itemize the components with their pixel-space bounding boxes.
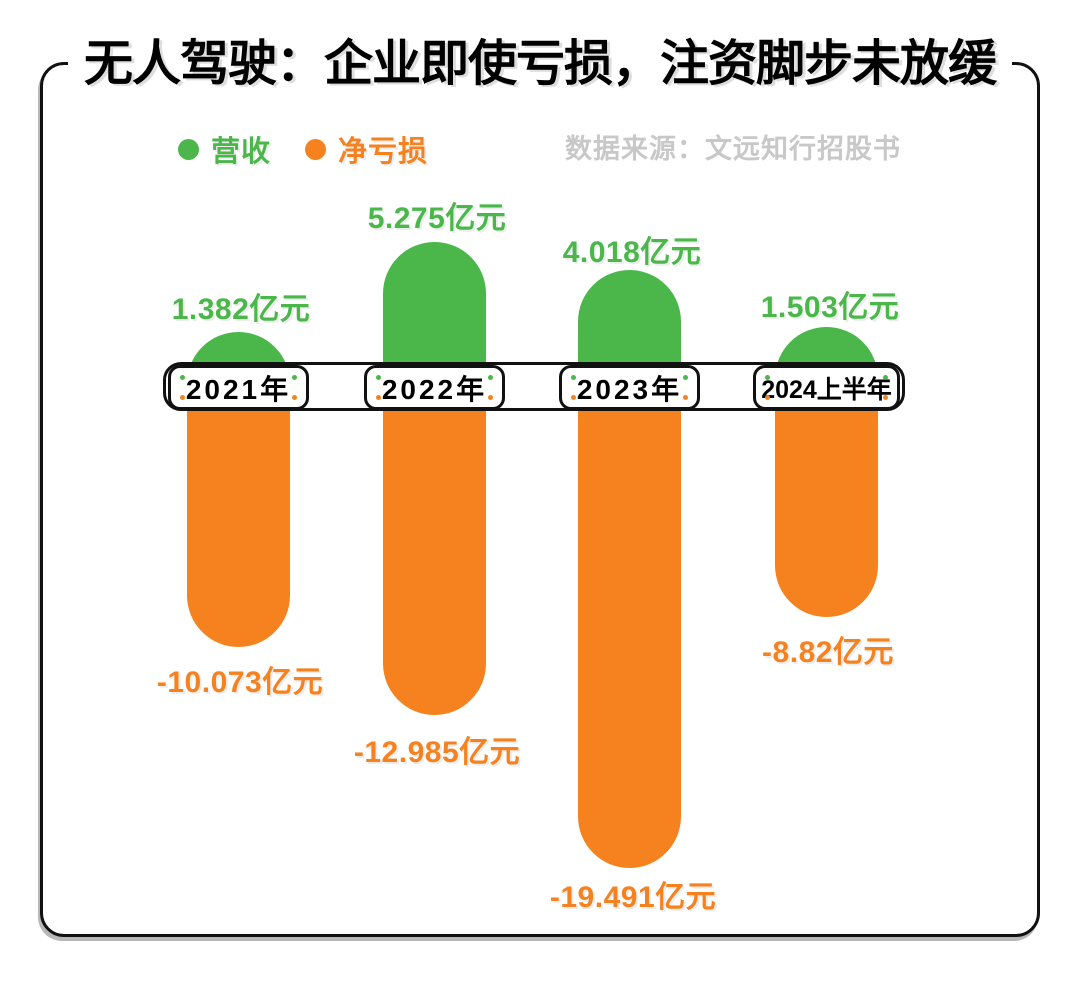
legend-item-revenue: 营收	[178, 128, 271, 170]
year-label-text: 2023年	[576, 373, 683, 405]
corner-dot-icon	[488, 375, 493, 380]
corner-dot-icon	[488, 395, 493, 400]
legend-loss-dot-icon	[305, 138, 327, 160]
corner-dot-icon	[571, 395, 576, 400]
corner-dot-icon	[683, 395, 688, 400]
corner-dot-icon	[765, 395, 770, 400]
loss-value-2024h1: -8.82亿元	[762, 636, 894, 669]
year-label-2024h1: 2024上半年	[753, 365, 900, 410]
corner-dot-icon	[683, 375, 688, 380]
corner-dot-icon	[376, 395, 381, 400]
loss-bar-2022	[383, 387, 486, 715]
year-label-2023: 2023年	[559, 365, 700, 410]
corner-dot-icon	[883, 375, 888, 380]
loss-bar-2021	[187, 387, 290, 647]
loss-value-2022: -12.985亿元	[353, 736, 521, 769]
corner-dot-icon	[571, 375, 576, 380]
legend-loss-label: 净亏损	[338, 136, 429, 168]
corner-dot-icon	[292, 395, 297, 400]
corner-dot-icon	[180, 375, 185, 380]
legend-revenue-label: 营收	[211, 136, 272, 168]
data-source-note: 数据来源：文远知行招股书	[565, 134, 901, 164]
legend-item-loss: 净亏损	[305, 128, 428, 170]
year-label-2022: 2022年	[364, 365, 505, 410]
revenue-value-2024h1: 1.503亿元	[760, 291, 900, 324]
year-label-text: 2024上半年	[761, 375, 892, 404]
revenue-value-2022: 5.275亿元	[367, 202, 507, 235]
corner-dot-icon	[292, 375, 297, 380]
corner-dot-icon	[180, 395, 185, 400]
chart-title: 无人驾驶：企业即使亏损，注资脚步未放缓	[67, 24, 1013, 95]
corner-dot-icon	[765, 375, 770, 380]
year-label-2021: 2021年	[168, 365, 309, 410]
loss-value-2021: -10.073亿元	[156, 666, 324, 699]
corner-dot-icon	[883, 395, 888, 400]
revenue-value-2021: 1.382亿元	[171, 293, 311, 326]
year-label-text: 2022年	[381, 373, 488, 405]
loss-value-2023: -19.491亿元	[549, 881, 717, 914]
legend: 营收 净亏损	[178, 128, 428, 170]
legend-revenue-dot-icon	[178, 138, 199, 160]
loss-bar-2024h1	[775, 387, 878, 617]
year-label-text: 2021年	[185, 373, 292, 405]
loss-bar-2023	[578, 387, 681, 868]
revenue-value-2023: 4.018亿元	[562, 236, 702, 269]
corner-dot-icon	[376, 375, 381, 380]
